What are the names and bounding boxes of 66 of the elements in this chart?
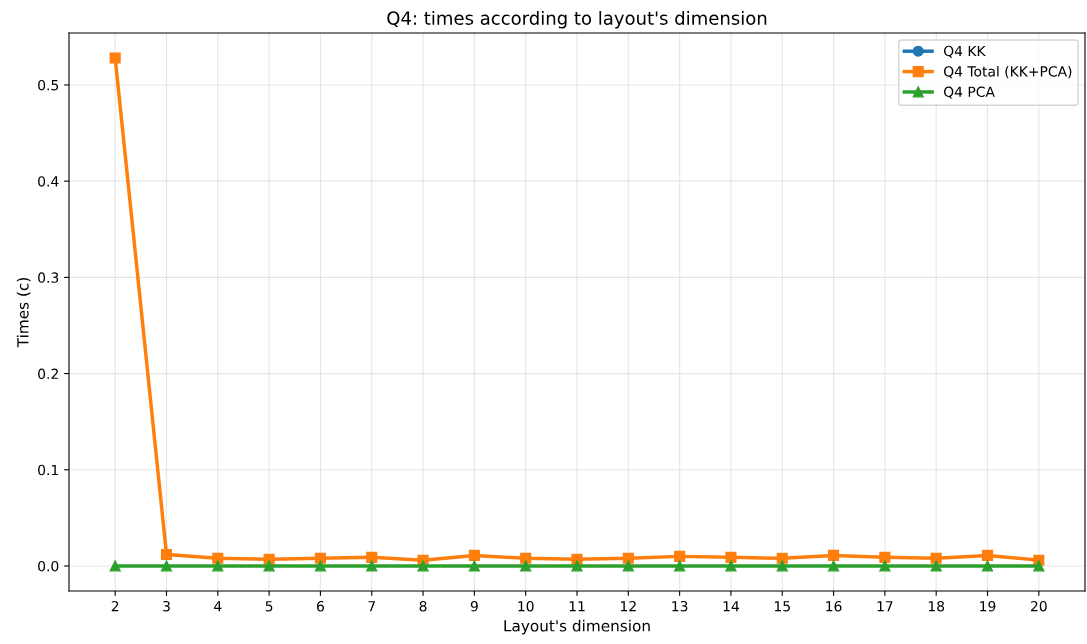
x-tick-label: 17 [877, 601, 893, 612]
x-axis-title: Layout's dimension [504, 619, 650, 635]
x-tick-label: 15 [774, 601, 790, 612]
x-tick-label: 19 [980, 600, 996, 612]
x-tick-label: 11 [569, 601, 585, 612]
point [930, 552, 942, 564]
point [674, 550, 686, 562]
point [674, 560, 686, 572]
point [725, 551, 737, 563]
point [160, 548, 173, 560]
point [879, 560, 891, 572]
legend-label: Q4 KK [943, 45, 986, 58]
point [879, 551, 891, 563]
x-tick-label: 14 [723, 601, 739, 612]
point [212, 560, 224, 572]
point [212, 552, 224, 564]
x-tick-label: 13 [672, 600, 688, 612]
point [314, 560, 326, 572]
point [263, 560, 275, 572]
x-tick-label: 12 [621, 600, 636, 612]
point [776, 560, 788, 572]
point [109, 52, 121, 64]
y-axis-title: Times (c) [16, 278, 31, 348]
point [520, 560, 532, 572]
point [160, 560, 173, 572]
point [109, 560, 121, 572]
x-tick-label: 8 [419, 600, 427, 612]
x-tick-label: 9 [470, 600, 478, 612]
point [981, 560, 994, 572]
point [417, 560, 429, 572]
point [622, 552, 634, 564]
x-tick-label: 2 [111, 600, 119, 612]
x-tick-label: 10 [518, 600, 534, 612]
x-tick-label: 4 [214, 601, 222, 612]
point [366, 551, 378, 563]
legend-label: Q4 PCA [943, 86, 995, 99]
point [930, 560, 942, 572]
point [468, 549, 480, 561]
y-tick-label: 0.1 [38, 464, 58, 476]
point [725, 560, 737, 572]
x-tick-label: 18 [928, 600, 945, 612]
point [828, 549, 840, 561]
y-tick-label: 0.4 [38, 176, 59, 187]
x-tick-label: 5 [265, 601, 273, 612]
x-tick-label: 6 [316, 600, 324, 612]
legend-label: Q4 Total (KK+PCA) [943, 65, 1072, 79]
x-tick-label: 20 [1031, 600, 1047, 612]
y-tick-label: 0.0 [38, 560, 59, 572]
x-tick-label: 3 [163, 600, 170, 612]
point [776, 552, 788, 564]
point [366, 560, 378, 572]
chart-title: Q4: times according to layout's dimension [387, 10, 767, 29]
point [1033, 560, 1045, 572]
point [314, 552, 326, 564]
point [981, 549, 994, 561]
x-tick-label: 7 [368, 601, 375, 612]
point [622, 560, 634, 572]
point [571, 560, 583, 572]
y-tick-label: 0.3 [38, 272, 59, 283]
y-tick-label: 0.5 [38, 79, 59, 91]
point [828, 560, 840, 572]
point [571, 553, 583, 565]
point [468, 560, 480, 572]
y-tick-label: 0.2 [38, 368, 58, 380]
point [520, 552, 532, 564]
x-tick-label: 16 [826, 600, 842, 612]
